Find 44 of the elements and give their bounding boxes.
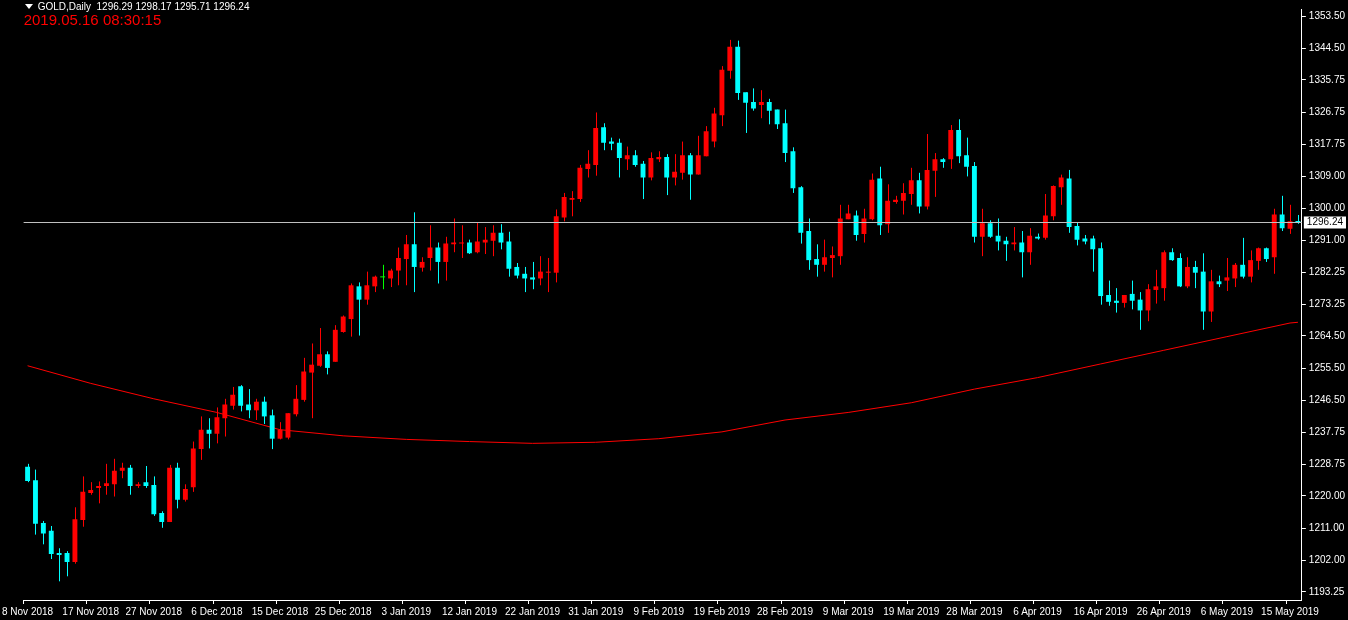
x-tick-label: 26 Apr 2019: [1136, 605, 1192, 617]
chart-title: GOLD,Daily 1296.29 1298.17 1295.71 1296.24: [37, 0, 250, 12]
x-tick-label: 9 Feb 2019: [633, 605, 685, 617]
y-tick-label: 1291.00: [1308, 234, 1346, 246]
y-tick-label: 1264.50: [1308, 329, 1346, 341]
x-tick-label: 8 Nov 2018: [2, 605, 54, 617]
x-tick-label: 15 May 2019: [1261, 605, 1320, 617]
y-tick-label: 1317.75: [1308, 138, 1346, 150]
x-tick-label: 28 Feb 2019: [756, 605, 814, 617]
y-tick-label: 1282.25: [1308, 265, 1346, 277]
y-tick-label: 1300.00: [1308, 202, 1346, 214]
x-tick-label: 16 Apr 2019: [1073, 605, 1129, 617]
y-tick-label: 1211.00: [1308, 521, 1345, 533]
y-tick-label: 1309.00: [1308, 169, 1346, 181]
y-tick-label: 1335.75: [1308, 73, 1346, 85]
y-tick-label: 1326.75: [1308, 106, 1346, 118]
x-tick-label: 19 Mar 2019: [883, 605, 940, 617]
y-tick-label: 1220.00: [1308, 489, 1346, 501]
x-tick-label: 25 Dec 2018: [314, 605, 372, 617]
x-tick-label: 15 Dec 2018: [251, 605, 309, 617]
candlestick: [530, 261, 535, 290]
x-tick-label: 22 Jan 2019: [505, 605, 561, 617]
ref-line-label: 1296.24: [1306, 216, 1344, 228]
x-tick-label: 6 May 2019: [1200, 605, 1254, 617]
y-tick-label: 1273.25: [1308, 298, 1346, 310]
y-tick-label: 1237.75: [1308, 425, 1346, 437]
y-tick-label: 1353.50: [1308, 9, 1346, 21]
candlestick: [1224, 257, 1230, 292]
x-tick-label: 17 Nov 2018: [62, 605, 120, 617]
x-tick-label: 27 Nov 2018: [125, 605, 183, 617]
y-tick-label: 1202.00: [1308, 554, 1346, 566]
x-tick-label: 31 Jan 2019: [568, 605, 624, 617]
x-tick-label: 6 Dec 2018: [191, 605, 243, 617]
x-tick-label: 12 Jan 2019: [441, 605, 498, 617]
y-tick-label: 1193.25: [1308, 585, 1345, 597]
x-tick-label: 28 Mar 2019: [946, 605, 1003, 617]
x-tick-label: 9 Mar 2019: [822, 605, 874, 617]
y-tick-label: 1228.75: [1308, 458, 1346, 470]
x-tick-label: 19 Feb 2019: [693, 605, 751, 617]
y-tick-label: 1255.50: [1308, 362, 1346, 374]
x-tick-label: 6 Apr 2019: [1013, 605, 1063, 617]
y-tick-label: 1344.50: [1308, 42, 1346, 54]
y-tick-label: 1246.50: [1308, 394, 1346, 406]
x-tick-label: 3 Jan 2019: [381, 605, 432, 617]
